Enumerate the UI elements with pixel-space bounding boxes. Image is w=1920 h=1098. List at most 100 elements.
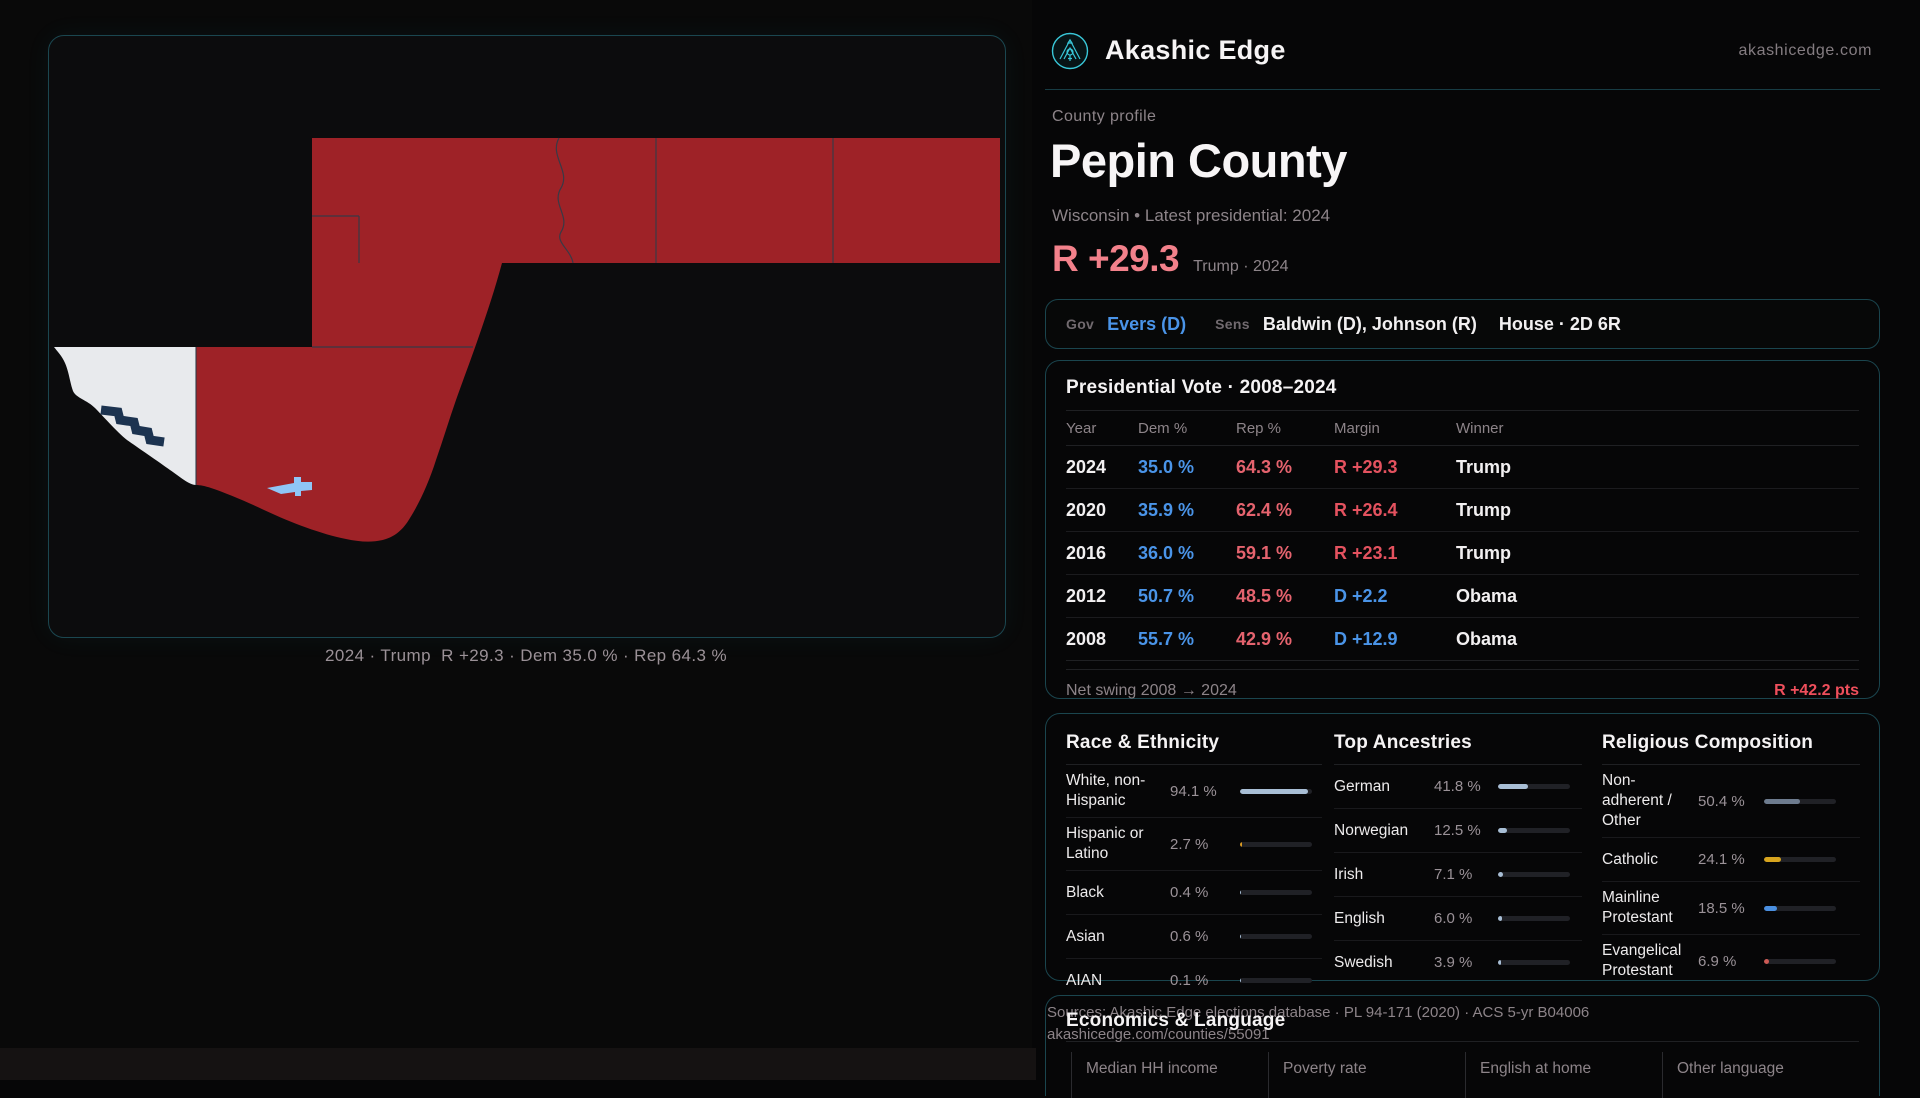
cell-year: 2008 (1066, 628, 1107, 649)
page-title: Pepin County (1050, 134, 1347, 187)
cell-rep-pct: 48.5 % (1236, 585, 1293, 606)
cell-dem-pct: 36.0 % (1138, 542, 1195, 563)
stat-row: Mainline Protestant 18.5 % (1602, 882, 1860, 935)
header-divider (1045, 89, 1880, 90)
map-county-borders (195, 137, 834, 485)
brand-domain-link[interactable]: akashicedge.com (1738, 42, 1872, 59)
cell-year: 2012 (1066, 585, 1107, 606)
cell-margin: D +12.9 (1334, 628, 1398, 649)
stat-label: Catholic (1602, 850, 1658, 868)
ancestries-section: Top Ancestries German 41.8 % Norwegian 1… (1334, 732, 1582, 984)
stat-row: Norwegian 12.5 % (1334, 809, 1582, 853)
stat-value: 0.4 % (1170, 884, 1209, 901)
cell-winner: Obama (1456, 585, 1518, 606)
subtitle: Wisconsin • Latest presidential: 2024 (1052, 206, 1331, 225)
race-ethnicity-section: Race & Ethnicity White, non-Hispanic 94.… (1066, 732, 1322, 1002)
gov-label: Gov (1066, 316, 1095, 332)
stat-bar (1498, 828, 1570, 833)
stat-label: German (1334, 777, 1390, 795)
cell-year: 2016 (1066, 542, 1107, 563)
economics-cell: Other language (1662, 1052, 1859, 1098)
headline-context: Trump · 2024 (1193, 258, 1289, 275)
stat-bar (1498, 960, 1570, 965)
headline-margin: R +29.3 (1052, 238, 1180, 279)
stat-label: Swedish (1334, 953, 1393, 971)
presidential-vote-card: Presidential Vote · 2008–2024 Year Dem % R… (1045, 360, 1880, 699)
cell-dem-pct: 50.7 % (1138, 585, 1195, 606)
religion-stat-list: Non-adherent / Other 50.4 % Catholic 24.… (1602, 765, 1860, 987)
stat-label: White, non-Hispanic (1066, 772, 1146, 809)
divider (1334, 764, 1582, 765)
pres-column-header: Winner (1456, 419, 1504, 437)
pres-column-header: Year (1066, 419, 1097, 437)
cell-rep-pct: 64.3 % (1236, 456, 1293, 477)
religion-section-title: Religious Composition (1602, 732, 1814, 753)
stat-value: 94.1 % (1170, 782, 1217, 800)
pres-table-row: 2012 50.7 % 48.5 % D +2.2 Obama (1066, 575, 1859, 618)
cell-winner: Trump (1456, 499, 1512, 520)
economics-card: Economics & Language Median HH income Po… (1045, 995, 1880, 1098)
sens-value: Baldwin (D), Johnson (R) (1262, 313, 1477, 334)
stat-label: Mainline Protestant (1602, 889, 1673, 926)
stat-bar (1240, 890, 1312, 895)
map-lake (267, 477, 312, 496)
pres-column-header: Margin (1334, 419, 1380, 437)
brand-logo-icon (1051, 32, 1089, 70)
stat-label: Hispanic or Latino (1066, 825, 1144, 862)
pres-column-header: Dem % (1138, 419, 1188, 437)
cell-dem-pct: 35.9 % (1138, 499, 1195, 520)
cell-margin: R +26.4 (1334, 499, 1398, 520)
stat-label: Irish (1334, 865, 1364, 883)
map-caption: 2024 · Trump R +29.3 · Dem 35.0 % · Rep … (325, 646, 727, 665)
pres-table-row: 2020 35.9 % 62.4 % R +26.4 Trump (1066, 489, 1859, 532)
cell-margin: D +2.2 (1334, 585, 1388, 606)
stat-bar (1498, 784, 1570, 789)
divider (1602, 764, 1860, 765)
stat-value: 3.9 % (1434, 954, 1473, 971)
stat-value: 6.0 % (1434, 910, 1473, 927)
stat-label: Non-adherent / Other (1602, 772, 1672, 829)
economics-cell-label: Median HH income (1086, 1060, 1218, 1077)
net-swing-value: R +42.2 pts (1774, 682, 1859, 699)
gov-value: Evers (D) (1107, 313, 1187, 334)
ancestries-stat-list: German 41.8 % Norwegian 12.5 % Irish 7.1… (1334, 765, 1582, 984)
county-url-link[interactable]: akashicedge.com/counties/55091 (1047, 1026, 1270, 1043)
stat-row: Black 0.4 % (1066, 871, 1322, 915)
stat-label: Black (1066, 883, 1104, 901)
stat-value: 24.1 % (1698, 851, 1745, 868)
stat-row: Non-adherent / Other 50.4 % (1602, 765, 1860, 838)
stat-label: Norwegian (1334, 821, 1409, 839)
stat-row: Hispanic or Latino 2.7 % (1066, 818, 1322, 871)
ancestries-section-title: Top Ancestries (1334, 732, 1472, 753)
stat-row: Evangelical Protestant 6.9 % (1602, 935, 1860, 987)
stat-label: Asian (1066, 927, 1105, 945)
stat-row: English 6.0 % (1334, 897, 1582, 941)
stat-label: English (1334, 909, 1385, 927)
cell-dem-pct: 55.7 % (1138, 628, 1195, 649)
stat-value: 41.8 % (1434, 778, 1481, 795)
map-river (100, 405, 165, 447)
stat-bar (1764, 798, 1836, 804)
cell-winner: Obama (1456, 628, 1518, 649)
sens-label: Sens (1215, 316, 1250, 332)
divider (1066, 764, 1322, 765)
cell-rep-pct: 62.4 % (1236, 499, 1293, 520)
stat-bar (1240, 841, 1312, 847)
cell-dem-pct: 35.0 % (1138, 456, 1195, 477)
stat-row: German 41.8 % (1334, 765, 1582, 809)
economics-card-title: Economics & Language (1066, 1010, 1286, 1031)
pres-table-head: Year Dem % Rep % Margin Winner (1066, 411, 1859, 446)
cell-rep-pct: 42.9 % (1236, 628, 1293, 649)
stat-value: 2.7 % (1170, 835, 1209, 853)
stat-row: Swedish 3.9 % (1334, 941, 1582, 984)
economics-cell-label: Poverty rate (1283, 1060, 1367, 1077)
stat-label: Evangelical Protestant (1602, 942, 1682, 979)
house-value: House · 2D 6R (1498, 313, 1621, 334)
left-footer-strip (0, 1048, 1036, 1080)
pres-table-body: 2024 35.0 % 64.3 % R +29.3 Trump 2020 35… (1066, 446, 1859, 661)
stat-value: 7.1 % (1434, 866, 1473, 883)
economics-columns: Median HH income Poverty rate English at… (1071, 1052, 1859, 1098)
stat-row: White, non-Hispanic 94.1 % (1066, 765, 1322, 818)
stat-label: AIAN (1066, 971, 1103, 989)
race-section-title: Race & Ethnicity (1066, 732, 1220, 753)
